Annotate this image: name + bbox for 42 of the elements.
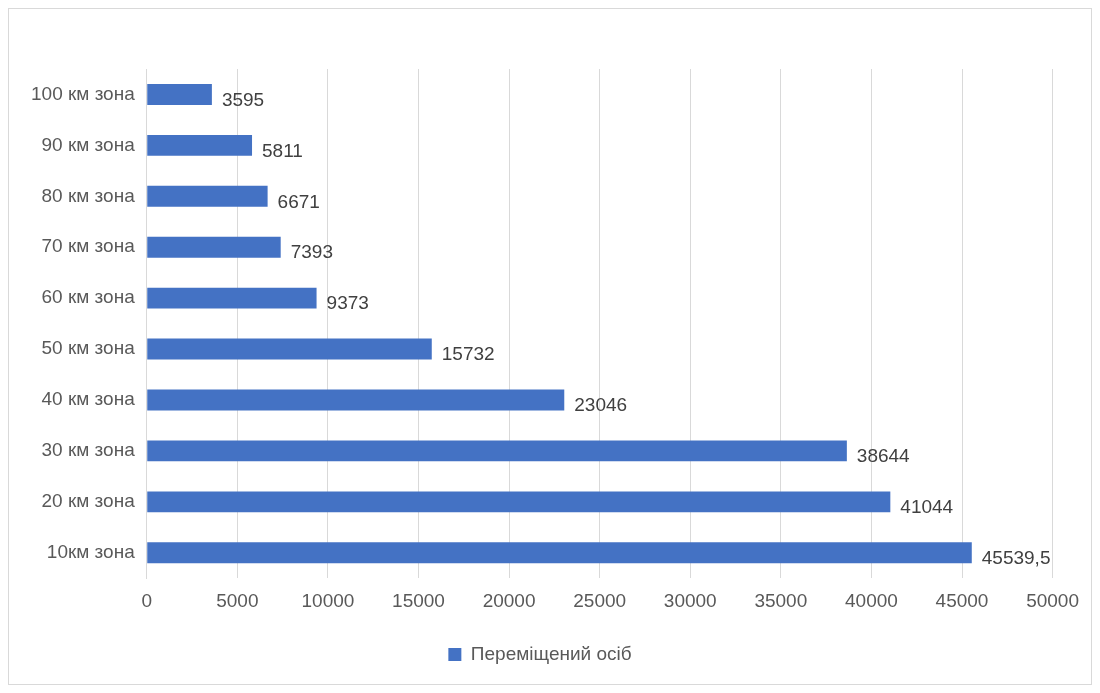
- bar: [147, 185, 268, 207]
- data-label: 3595: [221, 88, 265, 110]
- y-tick-label: 80 км зона: [41, 184, 136, 206]
- data-label: 9373: [326, 292, 369, 314]
- x-tick-label: 5000: [216, 589, 259, 611]
- y-tick-label: 40 км зона: [41, 388, 136, 410]
- data-label: 6671: [277, 190, 320, 212]
- x-tick-label: 15000: [392, 589, 445, 611]
- data-label: 7393: [290, 241, 333, 263]
- y-tick-label: 90 км зона: [41, 133, 136, 155]
- x-tick-label: 10000: [301, 589, 355, 611]
- bar: [147, 542, 972, 564]
- data-label: 41044: [900, 496, 954, 518]
- data-label: 45539,5: [981, 546, 1051, 568]
- data-label: 15732: [441, 343, 495, 365]
- x-tick-label: 45000: [935, 589, 989, 611]
- x-tick-label: 30000: [663, 589, 717, 611]
- y-tick-label: 50 км зона: [41, 337, 136, 359]
- x-tick-label: 35000: [754, 589, 808, 611]
- y-tick-label: 20 км зона: [41, 490, 136, 512]
- y-tick-label: 60 км зона: [41, 286, 136, 308]
- x-tick-label: 0: [141, 589, 153, 611]
- x-tick-label: 20000: [482, 589, 536, 611]
- data-label: 38644: [856, 445, 911, 467]
- x-tick-label: 40000: [845, 589, 898, 611]
- bar: [147, 134, 253, 156]
- y-tick-label: 30 км зона: [41, 439, 136, 461]
- bar: [147, 84, 212, 105]
- y-tick-label: 100 км зона: [30, 82, 136, 104]
- bar: [147, 236, 281, 258]
- bar: [147, 491, 891, 513]
- data-label: 23046: [574, 394, 628, 416]
- data-label: 5811: [262, 139, 303, 161]
- x-tick-label: 50000: [1026, 589, 1079, 611]
- bar: [147, 338, 432, 360]
- y-tick-label: 10км зона: [46, 540, 136, 562]
- x-tick-label: 25000: [573, 589, 627, 611]
- y-tick-label: 70 км зона: [41, 235, 136, 257]
- bar: [147, 287, 317, 309]
- bar: [147, 389, 565, 411]
- legend-label: Переміщений осіб: [470, 642, 632, 664]
- bar: [147, 440, 847, 462]
